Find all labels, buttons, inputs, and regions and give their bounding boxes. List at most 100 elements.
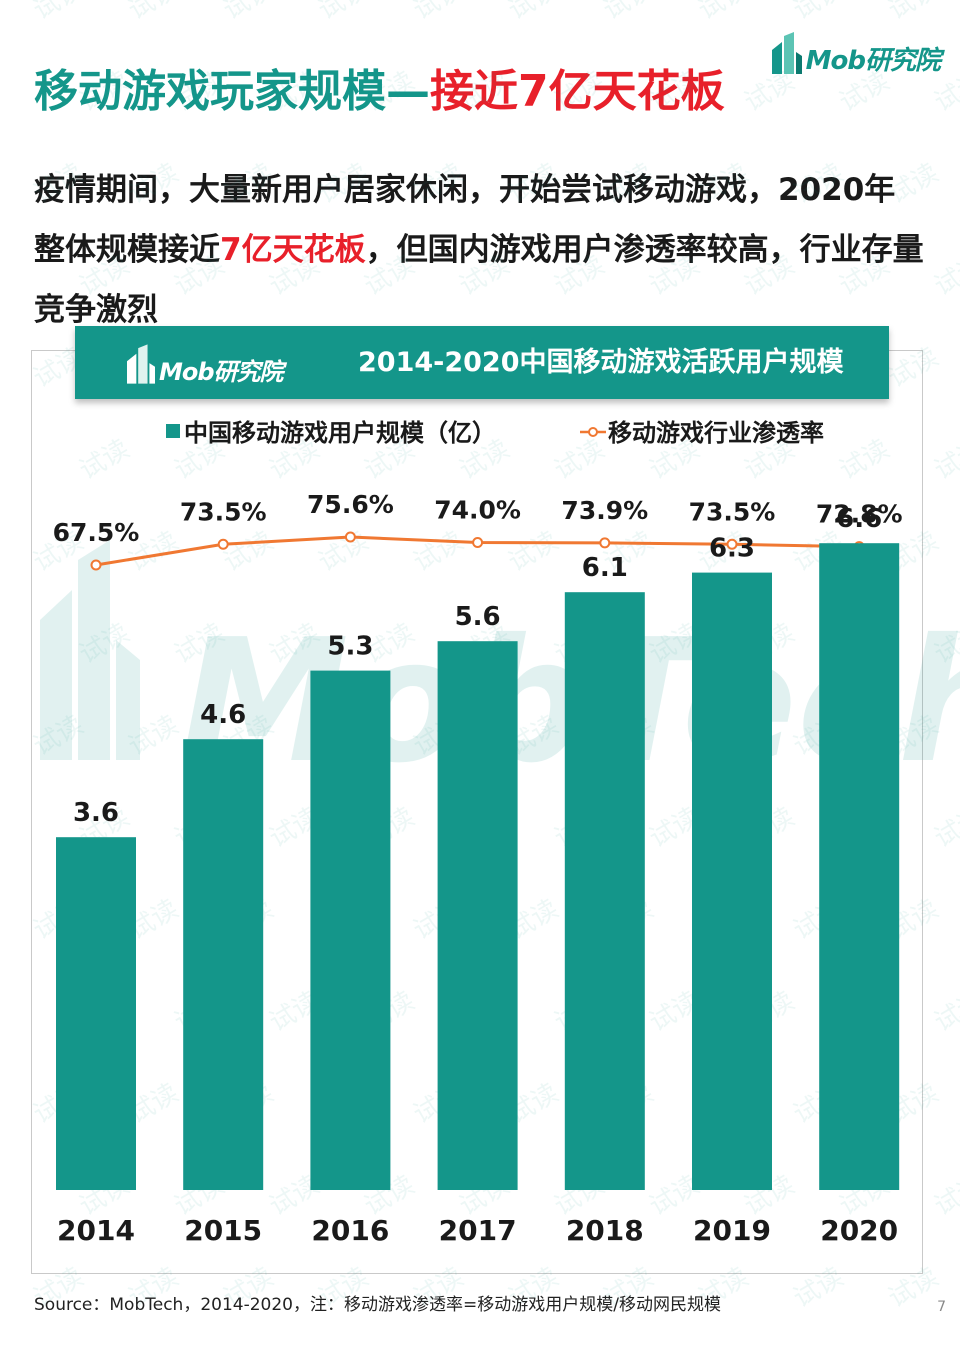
chart-title-banner: Mob研究院 2014-2020中国移动游戏活跃用户规模 bbox=[75, 326, 889, 399]
line-point bbox=[599, 537, 611, 549]
title-highlight: 接近7亿天花板 bbox=[430, 66, 725, 117]
trial-watermark: 试读 bbox=[455, 250, 515, 302]
trial-watermark: 试读 bbox=[835, 434, 895, 486]
trial-watermark: 试读 bbox=[599, 158, 659, 210]
line-value-label: 72.8% bbox=[816, 500, 903, 529]
trial-watermark: 试读 bbox=[599, 0, 659, 26]
trial-watermark: 试读 bbox=[314, 0, 374, 26]
trial-watermark: 试读 bbox=[930, 1170, 960, 1222]
trial-watermark: 试读 bbox=[884, 1262, 944, 1314]
trial-watermark: 试读 bbox=[789, 158, 849, 210]
banner-logo: Mob研究院 bbox=[127, 340, 284, 386]
trial-watermark: 试读 bbox=[884, 342, 944, 394]
trial-watermark: 试读 bbox=[455, 66, 515, 118]
trial-watermark: 试读 bbox=[504, 0, 564, 26]
mob-logo: Mob研究院 bbox=[771, 28, 941, 76]
trial-watermark: 试读 bbox=[884, 0, 944, 26]
trial-watermark: 试读 bbox=[124, 158, 184, 210]
bar-value-label: 6.3 bbox=[709, 534, 755, 564]
line-value-label: 73.5% bbox=[689, 497, 776, 526]
user-scale-bar-series: 3.6 4.6 5.3 5.6 6.1 6.3 6.6 bbox=[56, 504, 900, 1190]
trial-watermark: 试读 bbox=[694, 0, 754, 26]
trial-watermark: 试读 bbox=[550, 66, 610, 118]
trial-watermark: 试读 bbox=[124, 0, 184, 26]
trial-watermark: 试读 bbox=[360, 66, 420, 118]
trial-watermark: 试读 bbox=[409, 526, 469, 578]
x-tick-label: 2018 bbox=[566, 1214, 644, 1247]
trial-watermark: 试读 bbox=[75, 434, 135, 486]
trial-watermark: 试读 bbox=[314, 526, 374, 578]
trial-watermark: 试读 bbox=[930, 434, 960, 486]
source-note: Source：MobTech，2014-2020，注：移动游戏渗透率=移动游戏用… bbox=[34, 1295, 721, 1315]
trial-watermark: 试读 bbox=[645, 250, 705, 302]
trial-watermark: 试读 bbox=[265, 250, 325, 302]
bar bbox=[819, 543, 900, 1190]
trial-watermark: 试读 bbox=[409, 158, 469, 210]
bar-value-label: 3.6 bbox=[73, 798, 119, 828]
trial-watermark: 试读 bbox=[884, 158, 944, 210]
trial-watermark: 试读 bbox=[504, 158, 564, 210]
x-tick-label: 2014 bbox=[57, 1214, 135, 1247]
x-tick-label: 2015 bbox=[184, 1214, 262, 1247]
trial-watermark: 试读 bbox=[694, 158, 754, 210]
line-value-label: 73.9% bbox=[561, 496, 648, 525]
trial-watermark: 试读 bbox=[789, 1262, 849, 1314]
trial-watermark: 试读 bbox=[550, 434, 610, 486]
trial-watermark: 试读 bbox=[740, 250, 800, 302]
bar bbox=[56, 837, 136, 1190]
trial-watermark: 试读 bbox=[170, 250, 230, 302]
trial-watermark: 试读 bbox=[360, 250, 420, 302]
line-value-label: 75.6% bbox=[307, 490, 394, 519]
subtitle-part2: ，但国内游戏用户渗透率较高，行业存量竞争激烈 bbox=[34, 232, 924, 328]
x-tick-label: 2016 bbox=[311, 1214, 389, 1247]
subtitle-highlight: 7亿天花板 bbox=[220, 232, 366, 268]
legend-line-label: 移动游戏行业渗透率 bbox=[608, 419, 824, 447]
x-axis: 2014 2015 2016 2017 2018 2019 2020 bbox=[57, 1214, 898, 1247]
title-main: 移动游戏玩家规模— bbox=[34, 66, 430, 117]
legend-bar-label: 中国移动游戏用户规模（亿） bbox=[184, 419, 496, 447]
trial-watermark: 试读 bbox=[789, 0, 849, 26]
trial-watermark: 试读 bbox=[930, 986, 960, 1038]
line-value-label: 73.5% bbox=[180, 497, 267, 526]
bar-value-label: 5.3 bbox=[327, 632, 373, 662]
bar bbox=[183, 739, 264, 1190]
bar-value-label: 5.6 bbox=[455, 602, 501, 632]
trial-watermark: 试读 bbox=[930, 250, 960, 302]
bar-value-label: 6.6 bbox=[836, 504, 882, 534]
trial-watermark: 试读 bbox=[75, 66, 135, 118]
line-value-label: 74.0% bbox=[434, 496, 521, 525]
legend-bar-swatch bbox=[166, 424, 180, 438]
line-point bbox=[472, 537, 484, 549]
bar-value-label: 6.1 bbox=[582, 553, 628, 583]
trial-watermark: 试读 bbox=[29, 0, 89, 26]
page-subtitle: 疫情期间，大量新用户居家休闲，开始尝试移动游戏，2020年整体规模接近7亿天花板… bbox=[34, 160, 924, 340]
trial-watermark: 试读 bbox=[930, 802, 960, 854]
line-point bbox=[90, 559, 102, 571]
bar-value-label: 4.6 bbox=[200, 700, 246, 730]
trial-watermark: 试读 bbox=[170, 66, 230, 118]
trial-watermark: 试读 bbox=[265, 66, 325, 118]
x-tick-label: 2019 bbox=[693, 1214, 771, 1247]
bar bbox=[310, 670, 391, 1190]
building-logo-icon bbox=[127, 344, 155, 384]
bar bbox=[564, 592, 645, 1190]
trial-watermark: 试读 bbox=[219, 0, 279, 26]
trial-watermark: 试读 bbox=[504, 526, 564, 578]
trial-watermark: 试读 bbox=[645, 66, 705, 118]
legend-line-marker bbox=[588, 427, 598, 437]
logo-text: Mob研究院 bbox=[805, 46, 941, 76]
line-point bbox=[726, 538, 738, 550]
trial-watermark: 试读 bbox=[930, 66, 960, 118]
bar bbox=[437, 641, 518, 1190]
page-number: 7 bbox=[937, 1299, 946, 1315]
line-point bbox=[344, 531, 356, 543]
trial-watermark: 试读 bbox=[314, 158, 374, 210]
trial-watermark: 试读 bbox=[550, 250, 610, 302]
subtitle-part1: 疫情期间，大量新用户居家休闲，开始尝试移动游戏，2020年整体规模接近 bbox=[34, 172, 896, 268]
trial-watermark: 试读 bbox=[219, 526, 279, 578]
line-point bbox=[217, 538, 229, 550]
trial-watermark: 试读 bbox=[29, 158, 89, 210]
bar bbox=[692, 572, 772, 1190]
trial-watermark: 试读 bbox=[835, 66, 895, 118]
banner-logo-text: Mob研究院 bbox=[159, 358, 284, 386]
